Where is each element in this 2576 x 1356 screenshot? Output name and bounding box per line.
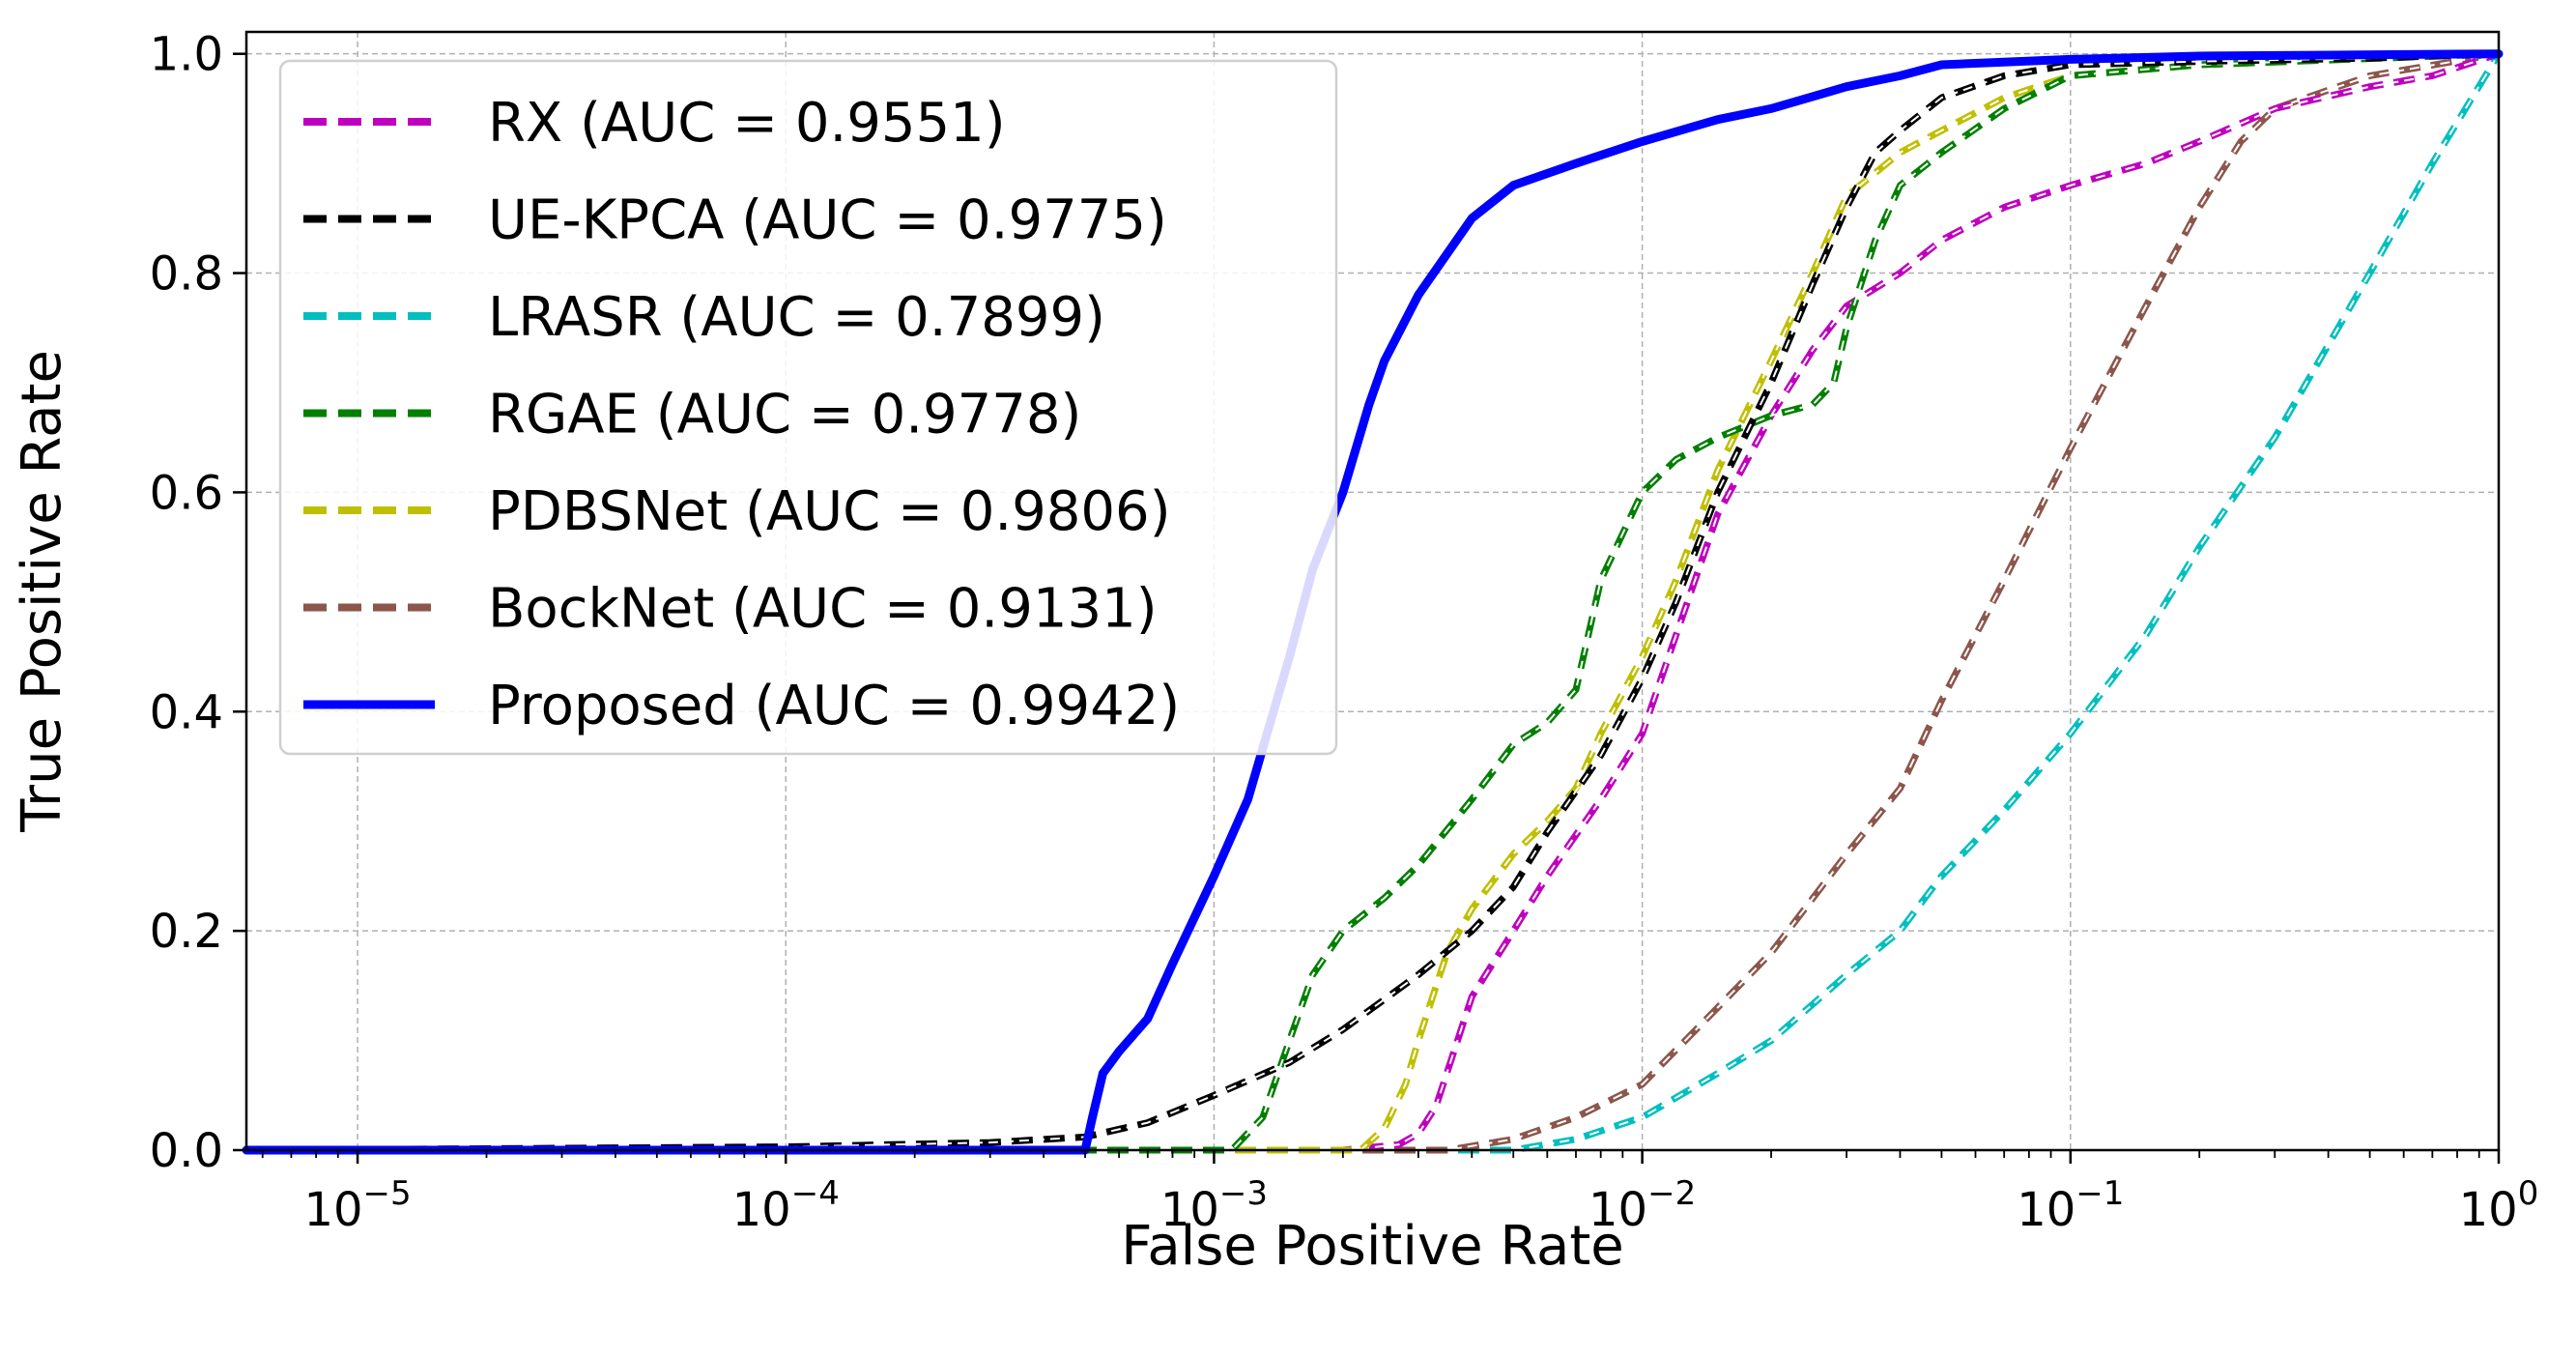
legend-label-lrasr: LRASR (AUC = 0.7899) [488, 286, 1105, 349]
x-tick-label: 10−5 [303, 1174, 411, 1237]
x-axis-title: False Positive Rate [1121, 1215, 1623, 1278]
legend: RX (AUC = 0.9551) UE-KPCA (AUC = 0.9775) L… [278, 59, 1338, 756]
series-line-proposed [242, 49, 2504, 1155]
x-tick-label: 100 [2459, 1174, 2539, 1237]
y-tick-label: 0.0 [150, 1124, 223, 1178]
legend-label-rx: RX (AUC = 0.9551) [488, 92, 1006, 155]
legend-box [278, 59, 1338, 756]
x-tick-label: 10−4 [732, 1174, 840, 1237]
series-line-highlight-rgae [246, 52, 2500, 1151]
x-tick-label: 10−3 [1160, 1174, 1268, 1237]
series-line-highlight-bocknet [246, 52, 2500, 1151]
x-tick-label: 10−1 [2017, 1174, 2124, 1237]
series-line-highlight-pdbsnet [246, 52, 2500, 1151]
y-tick-label: 0.8 [150, 247, 223, 302]
series-line-ue-kpca [245, 50, 2500, 1154]
series-line-highlight-lrasr [246, 53, 2500, 1151]
series-line-highlight-ue-kpca [245, 52, 2500, 1151]
legend-label-pdbsnet: PDBSNet (AUC = 0.9806) [488, 480, 1171, 543]
legend-label-bocknet: BockNet (AUC = 0.9131) [488, 578, 1158, 641]
legend-label-proposed: Proposed (AUC = 0.9942) [488, 675, 1180, 737]
plot-frame [244, 30, 2501, 1152]
axis-ticks: 10−5 10−4 10−3 10−2 10−1 100 0.0 0.2 0.4 0.6 0.8 1.… [150, 28, 2539, 1237]
x-tick-label: 10−2 [1589, 1174, 1696, 1237]
y-tick-label: 0.6 [150, 466, 223, 520]
y-axis-title: True Positive Rate [11, 350, 73, 833]
series-lines [242, 49, 2504, 1155]
y-tick-label: 1.0 [150, 28, 223, 82]
legend-label-ue-kpca: UE-KPCA (AUC = 0.9775) [488, 189, 1167, 252]
y-tick-label: 0.2 [150, 905, 223, 959]
y-tick-label: 0.4 [150, 685, 223, 739]
legend-label-rgae: RGAE (AUC = 0.9778) [488, 384, 1081, 447]
